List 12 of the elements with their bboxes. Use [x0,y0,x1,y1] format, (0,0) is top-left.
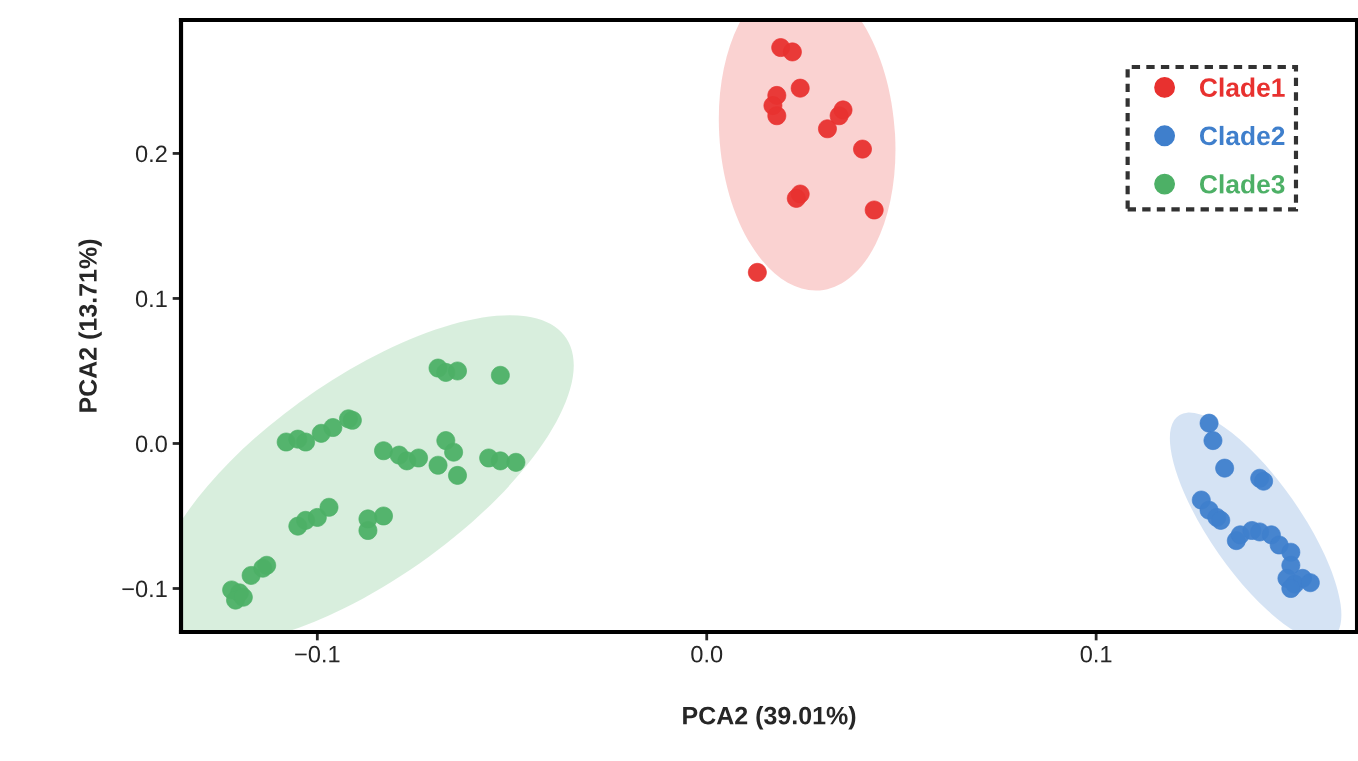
legend-label: Clade1 [1199,77,1285,97]
x-axis-title: PCA2 (39.01%) [683,706,856,730]
y-tick-label: 0.1 [135,290,167,308]
x-tick-label: −0.1 [295,645,340,663]
x-tick-label: 0.0 [691,645,723,663]
legend-label: Clade2 [1199,125,1285,146]
x-tick-label: 0.1 [1080,645,1112,663]
y-tick-label: 0.2 [135,145,167,163]
y-tick-label: 0.0 [135,435,167,453]
legend-label: Clade3 [1199,174,1285,194]
y-axis-title: PCA2 (13.71%) [78,239,102,412]
y-tick-label: −0.1 [122,580,167,598]
